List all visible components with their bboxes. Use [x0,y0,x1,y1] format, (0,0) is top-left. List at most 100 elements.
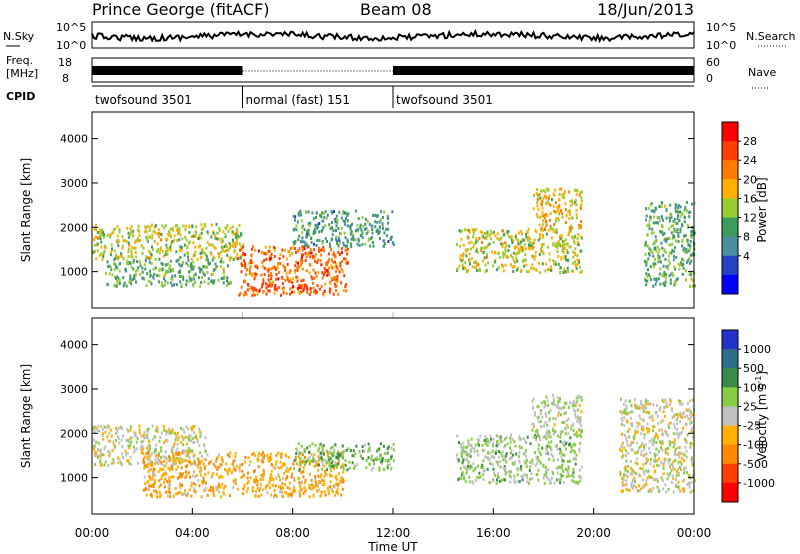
heatmap-cell [683,487,685,491]
heatmap-cell [534,434,537,438]
heatmap-cell [575,415,578,419]
heatmap-cell [576,434,579,438]
heatmap-cell [341,212,344,216]
heatmap-cell [672,258,675,262]
heatmap-cell [647,257,650,261]
heatmap-cell [185,279,188,283]
heatmap-cell [242,487,245,491]
heatmap-cell [273,292,276,295]
heatmap-cell [684,206,687,210]
heatmap-cell [662,472,665,476]
heatmap-cell [294,240,297,243]
heatmap-cell [505,255,508,259]
heatmap-cell [138,259,141,263]
heatmap-cell [495,440,498,444]
heatmap-cell [502,252,504,256]
freq-tick-left-top: 18 [58,56,72,69]
heatmap-cell [188,488,191,492]
heatmap-cell [169,264,172,268]
heatmap-cell [221,475,224,479]
heatmap-cell [562,480,565,484]
heatmap-cell [328,464,331,468]
heatmap-cell [209,460,212,464]
heatmap-cell [681,456,684,460]
heatmap-cell [192,277,195,281]
heatmap-cell [576,400,579,404]
heatmap-cell [548,419,551,423]
heatmap-cell [179,486,182,490]
heatmap-cell [270,473,273,477]
heatmap-cell [619,473,622,477]
heatmap-cell [682,258,685,262]
heatmap-cell [566,258,569,262]
heatmap-cell [659,267,662,271]
colorbar-swatch [722,368,738,388]
heatmap-cell [669,243,672,247]
heatmap-cell [552,397,555,401]
heatmap-cell [683,489,686,493]
heatmap-cell [649,462,652,466]
heatmap-cell [117,461,120,465]
heatmap-cell [121,452,124,456]
heatmap-cell [315,484,318,487]
heatmap-cell [564,428,567,431]
heatmap-cell [574,263,577,267]
heatmap-cell [481,235,484,239]
heatmap-cell [561,215,564,219]
heatmap-cell [219,265,222,268]
heatmap-cell [308,495,311,499]
heatmap-cell [563,246,566,250]
heatmap-cell [686,482,689,486]
heatmap-cell [294,456,297,459]
heatmap-cell [456,268,459,271]
heatmap-cell [680,462,683,466]
heatmap-cell [669,421,672,425]
heatmap-cell [535,192,538,195]
heatmap-cell [298,463,301,467]
heatmap-cell [489,237,492,241]
heatmap-cell [121,246,124,250]
heatmap-cell [469,262,471,266]
heatmap-cell [158,485,161,489]
heatmap-cell [383,231,386,235]
heatmap-cell [217,278,220,282]
heatmap-cell [499,465,502,469]
heatmap-cell [565,419,568,423]
heatmap-cell [179,280,182,284]
heatmap-cell [681,257,684,261]
heatmap-cell [154,458,157,462]
power-heatmap [92,187,696,297]
heatmap-cell [146,225,149,229]
heatmap-cell [122,284,125,288]
heatmap-cell [663,248,666,252]
heatmap-cell [117,426,120,430]
heatmap-cell [118,441,121,445]
heatmap-cell [580,476,583,480]
heatmap-cell [459,257,462,261]
heatmap-cell [151,236,154,240]
heatmap-cell [374,213,377,217]
heatmap-cell [209,243,212,247]
heatmap-cell [96,454,99,458]
heatmap-cell [570,427,573,431]
heatmap-cell [149,256,152,259]
heatmap-cell [660,230,663,234]
heatmap-cell [172,456,175,460]
heatmap-cell [646,244,649,248]
heatmap-cell [642,470,645,474]
heatmap-cell [343,219,346,223]
heatmap-cell [153,272,156,276]
heatmap-cell [221,482,224,486]
heatmap-cell [344,222,347,226]
heatmap-cell [515,452,518,456]
heatmap-cell [317,463,320,467]
heatmap-cell [163,428,166,432]
heatmap-cell [171,467,174,471]
heatmap-cell [672,219,675,223]
heatmap-cell [482,250,485,254]
heatmap-cell [671,409,674,412]
heatmap-cell [492,444,495,448]
heatmap-cell [543,473,546,477]
heatmap-cell [179,440,182,444]
heatmap-cell [99,460,102,464]
